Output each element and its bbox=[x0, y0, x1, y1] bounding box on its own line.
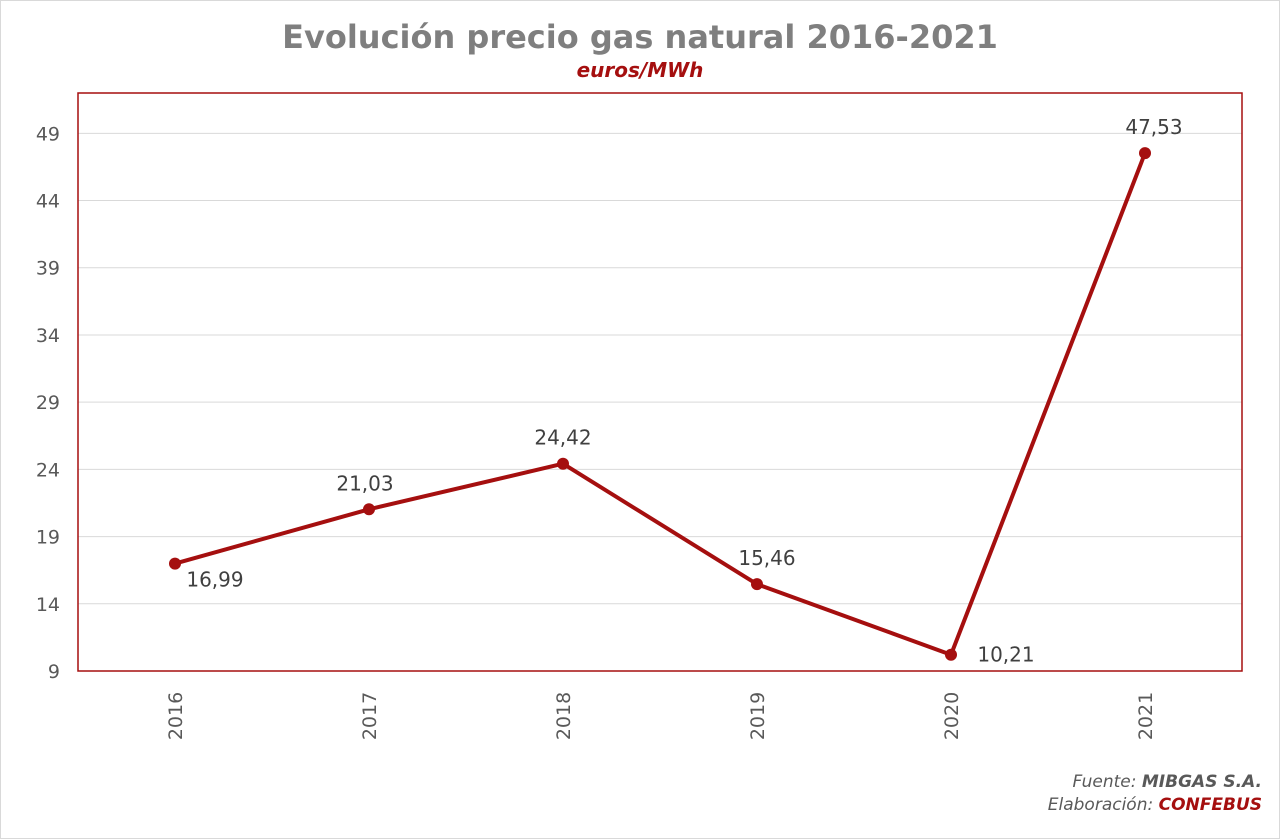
chart-title: Evolución precio gas natural 2016-2021 bbox=[282, 18, 998, 56]
data-labels: 16,99 21,03 24,42 15,46 10,21 47,53 bbox=[186, 115, 1182, 667]
y-axis-ticks: 9 14 19 24 29 34 39 44 49 bbox=[36, 123, 60, 683]
made-by-note: Elaboración: CONFEBUS bbox=[1048, 795, 1262, 815]
x-tick-label: 2017 bbox=[359, 692, 381, 740]
data-point bbox=[557, 457, 569, 470]
made-by-label: Elaboración: bbox=[1047, 795, 1154, 815]
data-point bbox=[751, 578, 763, 591]
y-tick-label: 24 bbox=[36, 459, 60, 481]
y-tick-label: 39 bbox=[36, 258, 60, 280]
made-by-value: CONFEBUS bbox=[1158, 795, 1262, 815]
source-value: MIBGAS S.A. bbox=[1141, 772, 1262, 792]
data-label: 15,46 bbox=[738, 546, 795, 570]
data-point bbox=[945, 648, 957, 661]
data-point bbox=[169, 557, 181, 570]
plot-area-border bbox=[77, 92, 1243, 672]
data-point bbox=[1139, 147, 1151, 160]
x-tick-label: 2021 bbox=[1135, 692, 1157, 740]
y-tick-label: 49 bbox=[36, 123, 60, 145]
data-label: 47,53 bbox=[1125, 115, 1182, 139]
x-tick-label: 2019 bbox=[747, 692, 769, 740]
x-axis-ticks: 2016 2017 2018 2019 2020 2021 bbox=[165, 692, 1157, 740]
chart-subtitle: euros/MWh bbox=[576, 58, 704, 82]
y-tick-label: 19 bbox=[36, 527, 60, 549]
y-tick-label: 9 bbox=[48, 661, 60, 683]
x-tick-label: 2016 bbox=[165, 692, 187, 740]
x-tick-label: 2020 bbox=[941, 692, 963, 740]
x-tick-label: 2018 bbox=[553, 692, 575, 740]
series-line bbox=[173, 151, 1147, 657]
gridlines bbox=[78, 132, 1242, 605]
data-label: 10,21 bbox=[977, 643, 1034, 667]
data-point bbox=[363, 503, 375, 516]
data-label: 16,99 bbox=[186, 568, 243, 592]
source-note: Fuente: MIBGAS S.A. bbox=[1073, 772, 1262, 792]
source-label: Fuente: bbox=[1072, 772, 1137, 792]
series-layer bbox=[169, 147, 1151, 661]
y-tick-label: 29 bbox=[36, 392, 60, 414]
y-tick-label: 14 bbox=[36, 594, 60, 616]
data-label: 24,42 bbox=[534, 426, 591, 450]
data-label: 21,03 bbox=[336, 471, 393, 495]
y-tick-label: 44 bbox=[36, 191, 60, 213]
y-tick-label: 34 bbox=[36, 325, 60, 347]
